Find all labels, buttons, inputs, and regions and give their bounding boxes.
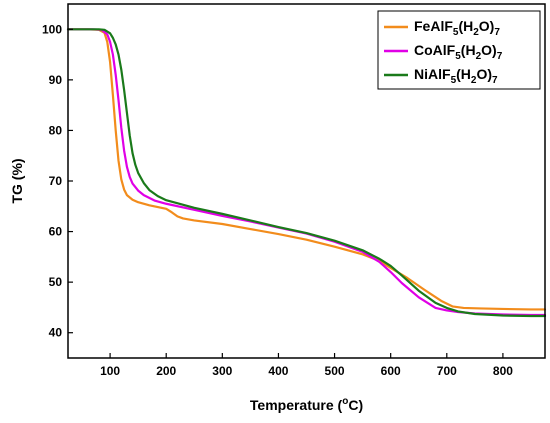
y-tick-label-70: 70 (49, 174, 63, 188)
y-tick-label-90: 90 (49, 73, 63, 87)
x-axis-title: Temperature (oC) (250, 396, 363, 413)
series-line-1 (66, 28, 547, 317)
legend-label-ni: NiAlF5(H2O)7 (414, 66, 498, 86)
series-line-0 (66, 28, 547, 311)
y-tick-label-50: 50 (49, 275, 63, 289)
x-axis-title-end: C) (348, 397, 363, 413)
y-tick-label-60: 60 (49, 225, 63, 239)
x-tick-label-300: 300 (212, 364, 232, 378)
x-tick-label-500: 500 (325, 364, 345, 378)
x-tick-label-600: 600 (381, 364, 401, 378)
x-tick-label-400: 400 (268, 364, 288, 378)
x-tick-label-200: 200 (156, 364, 176, 378)
legend-entry-co: CoAlF5(H2O)7 (384, 42, 503, 62)
x-tick-label-100: 100 (100, 364, 120, 378)
x-axis-title-degree: o (342, 396, 348, 407)
legend-entry-ni: NiAlF5(H2O)7 (384, 66, 498, 86)
legend: FeAlF5(H2O)7 CoAlF5(H2O)7 NiAlF5(H2O)7 (377, 10, 541, 90)
y-tick-label-100: 100 (42, 22, 62, 36)
series-layer (66, 28, 547, 318)
series-line-2 (66, 28, 547, 318)
y-axis-title: TG (%) (9, 158, 25, 203)
ticks-layer: 100 200 300 400 500 600 700 800 40 50 60 70 80 90 100 (42, 22, 513, 378)
legend-label-fe: FeAlF5(H2O)7 (414, 18, 500, 38)
x-tick-label-800: 800 (493, 364, 513, 378)
y-tick-label-40: 40 (49, 326, 63, 340)
legend-label-co: CoAlF5(H2O)7 (414, 42, 503, 62)
legend-entry-fe: FeAlF5(H2O)7 (384, 18, 500, 38)
y-tick-label-80: 80 (49, 123, 63, 137)
x-tick-label-700: 700 (437, 364, 457, 378)
x-axis-title-main: Temperature ( (250, 397, 343, 413)
